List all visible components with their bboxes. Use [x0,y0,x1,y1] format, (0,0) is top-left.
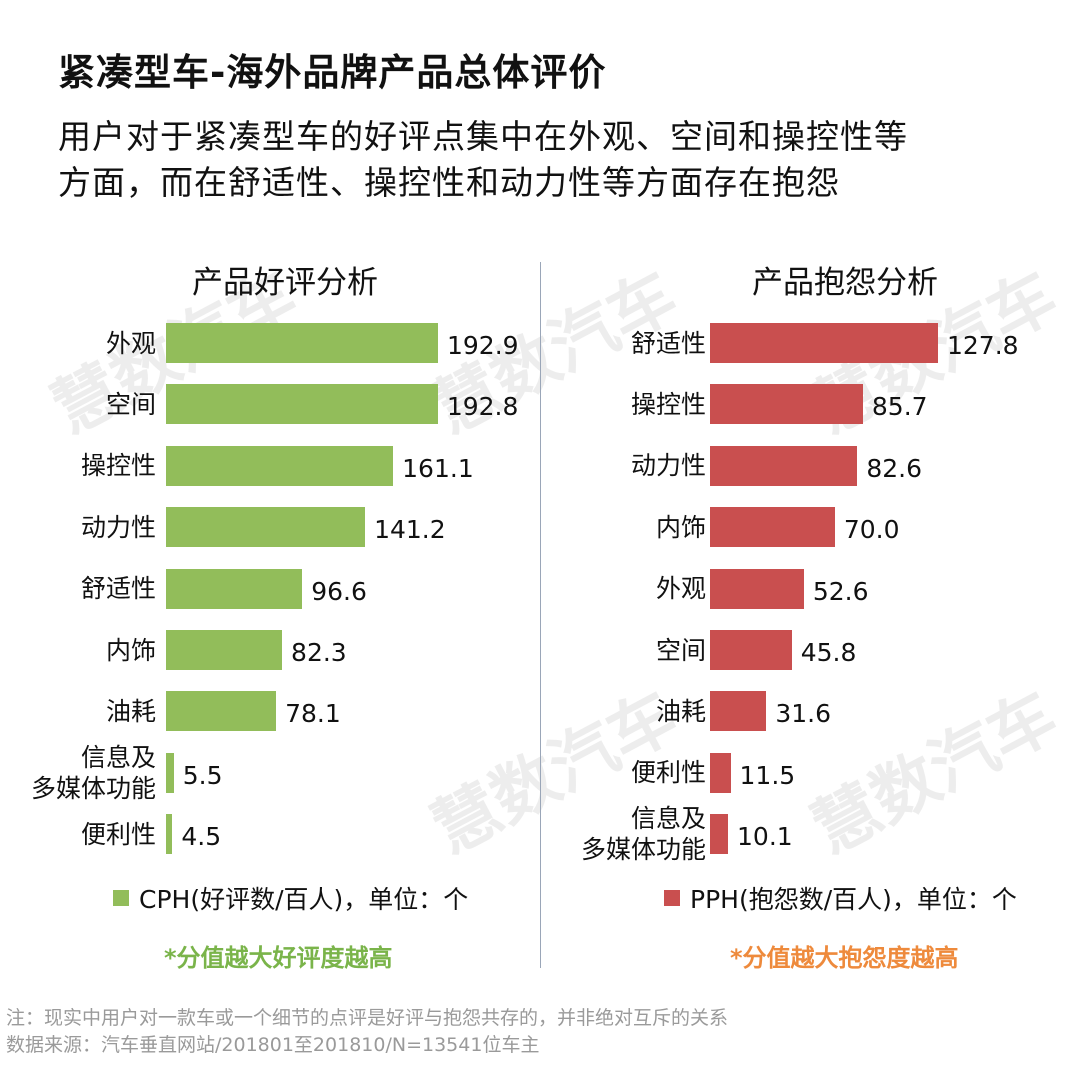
complaint-bar [710,384,863,425]
good-category-label: 动力性 [11,512,156,543]
good-category-label: 内饰 [11,635,156,666]
subtitle-line-2: 方面，而在舒适性、操控性和动力性等方面存在抱怨 [58,163,840,202]
watermark: 慧数汽车 [799,676,1070,869]
complaint-category-label-line: 舒适性 [630,328,706,358]
complaint-category-label-line: 内饰 [655,512,706,542]
good-category-label-line: 便利性 [80,819,156,849]
good-category-label-line: 空间 [105,389,156,419]
page-title: 紧凑型车-海外品牌产品总体评价 [58,51,607,94]
good-bar-value: 141.2 [374,515,446,545]
complaint-legend-swatch [664,890,680,906]
complaint-bar [710,814,729,855]
good-category-label: 操控性 [11,450,156,481]
complaint-category-label: 舒适性 [561,328,706,359]
complaint-bar-value: 31.6 [775,699,832,729]
complaint-note: *分值越大抱怨度越高 [730,944,959,972]
subtitle-line-1: 用户对于紧凑型车的好评点集中在外观、空间和操控性等 [58,117,908,156]
good-bar-value: 78.1 [285,699,341,729]
complaint-category-label: 信息及 多媒体功能 [561,803,706,865]
complaint-category-label: 外观 [561,573,706,604]
good-category-label-line: 外观 [105,328,156,358]
good-category-label-line: 操控性 [80,451,156,481]
good-category-label: 空间 [11,389,156,420]
complaint-category-label: 动力性 [561,450,706,481]
complaint-bar-value: 85.7 [871,392,928,422]
complaint-category-label-line: 信息及 [630,804,706,834]
good-bar [166,691,277,732]
good-bar [166,384,438,425]
good-bar-value: 96.6 [311,576,367,606]
panel-divider [540,262,541,968]
good-review-legend-swatch [113,890,129,906]
good-category-label-line: 动力性 [80,512,156,542]
good-review-note: *分值越大好评度越高 [164,944,393,972]
complaint-category-label: 便利性 [561,757,706,788]
good-bar [166,445,394,486]
complaint-bar-value: 10.1 [737,822,793,852]
page-subtitle: 用户对于紧凑型车的好评点集中在外观、空间和操控性等 方面，而在舒适性、操控性和动… [58,114,1038,206]
good-review-legend: CPH(好评数/百人)，单位：个 [113,880,468,916]
good-bar [166,323,438,363]
good-bar [166,630,283,670]
good-category-label-line: 多媒体功能 [30,773,156,803]
good-bar-value: 192.8 [446,392,519,422]
complaint-bar [710,568,804,609]
complaint-category-label-line: 操控性 [630,389,706,419]
complaint-bar [710,507,835,548]
complaint-bar [710,630,792,670]
footer-source: 数据来源：汽车垂直网站/201801至201810/N=13541位车主 [6,1034,540,1056]
good-category-label-line: 信息及 [80,742,156,772]
complaint-category-label-line: 空间 [655,635,706,665]
complaint-bar-value: 11.5 [739,760,796,790]
complaint-category-label-line: 多媒体功能 [580,835,706,865]
good-category-label: 信息及 多媒体功能 [11,742,156,804]
good-bar-value: 161.1 [402,453,474,483]
good-bar [166,752,174,793]
good-category-label: 油耗 [11,696,156,727]
good-category-label: 外观 [11,328,156,359]
good-bar-value: 192.9 [447,331,519,360]
complaint-category-label-line: 油耗 [655,696,706,726]
complaint-bar-value: 52.6 [812,576,869,606]
complaint-category-label: 内饰 [561,512,706,543]
complaint-legend: PPH(抱怨数/百人)，单位：个 [664,880,1017,916]
good-bar-value: 4.5 [181,822,222,852]
complaint-category-label: 空间 [561,635,706,666]
good-category-label-line: 油耗 [105,696,156,726]
good-category-label: 便利性 [11,819,156,850]
complaint-bar [710,691,767,732]
complaint-bar-value: 82.6 [866,453,923,483]
good-review-legend-label: CPH(好评数/百人)，单位：个 [139,885,469,914]
complaint-legend-label: PPH(抱怨数/百人)，单位：个 [690,885,1017,914]
complaint-category-label-line: 便利性 [630,758,706,788]
good-bar [166,814,173,855]
complaint-category-label-line: 外观 [655,574,706,604]
complaint-bar-value: 127.8 [947,331,1019,360]
complaint-category-label: 操控性 [561,389,706,420]
good-category-label-line: 舒适性 [80,574,156,604]
good-bar-value: 82.3 [291,638,347,667]
complaint-bar [710,323,938,363]
complaint-category-label: 油耗 [561,696,706,727]
good-bar-value: 5.5 [182,760,223,790]
good-bar [166,507,366,548]
complaint-bar [710,752,731,793]
footer-note: 注：现实中用户对一款车或一个细节的点评是好评与抱怨共存的，并非绝对互斥的关系 [6,1007,729,1029]
good-review-chart-title: 产品好评分析 [192,265,378,301]
good-bar [166,568,303,609]
complaint-chart-title: 产品抱怨分析 [752,265,938,301]
good-category-label: 舒适性 [11,573,156,604]
complaint-bar-value: 70.0 [843,515,900,545]
complaint-category-label-line: 动力性 [630,451,706,481]
complaint-bar-value: 45.8 [800,638,857,667]
complaint-bar [710,445,858,486]
good-category-label-line: 内饰 [105,635,156,665]
